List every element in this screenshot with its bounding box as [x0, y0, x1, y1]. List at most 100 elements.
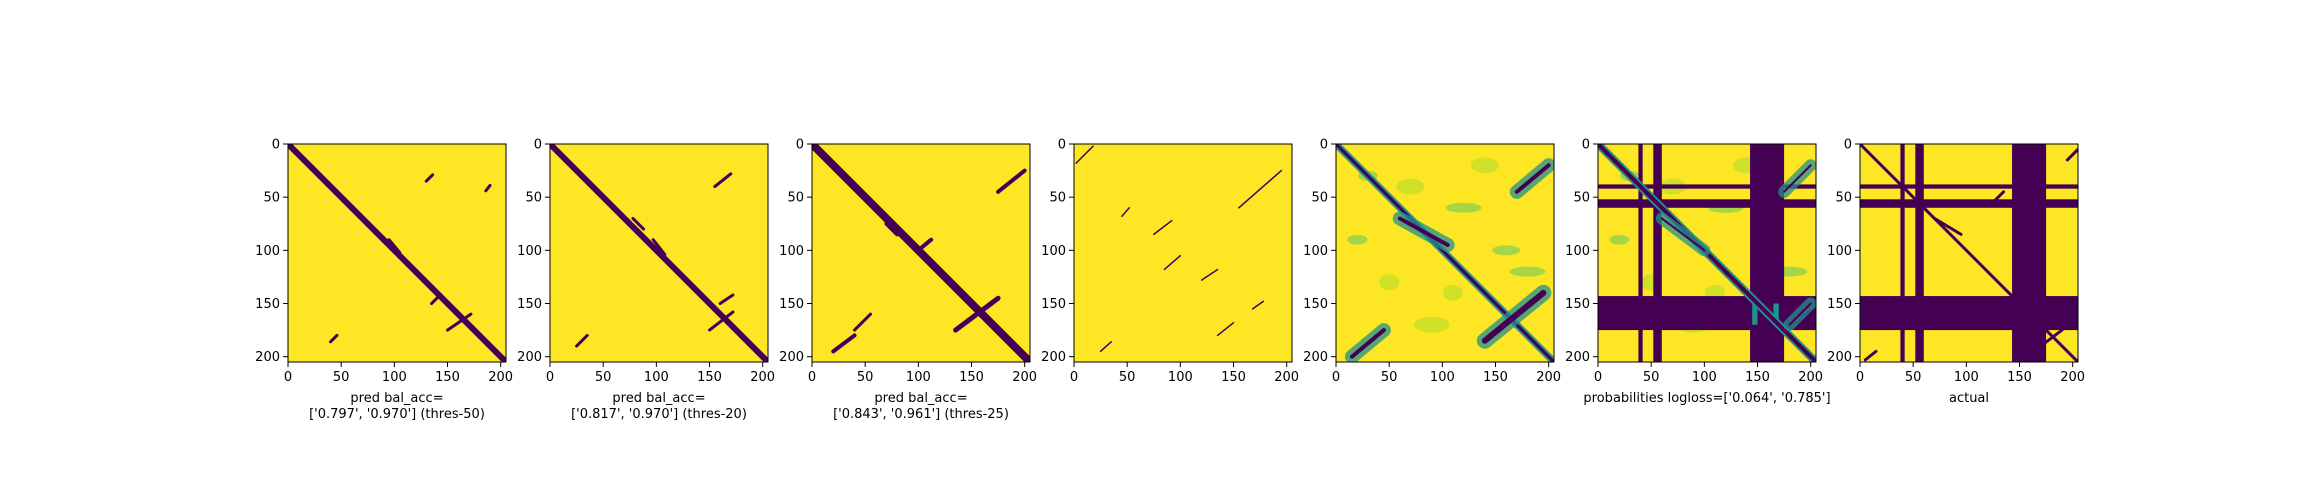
y-tick-label: 100: [1565, 244, 1590, 259]
y-tick-label: 100: [779, 244, 804, 259]
contact-streak: [831, 333, 857, 354]
mask-row: [1860, 184, 2078, 189]
axes-frame: [811, 143, 1031, 363]
y-tick-label: 100: [1303, 244, 1328, 259]
x-tick-label: 150: [1483, 370, 1508, 385]
contact-streak: [1099, 341, 1112, 353]
x-tick-label: 100: [644, 370, 669, 385]
x-tick-label: 0: [808, 370, 816, 385]
y-tick-label: 150: [1827, 297, 1852, 312]
x-tick-label: 50: [595, 370, 612, 385]
x-tick-label: 150: [1745, 370, 1770, 385]
x-axis-label: actual: [1949, 391, 1989, 406]
heatmap-texture: [1413, 316, 1450, 333]
diagonal-band: [288, 144, 506, 362]
y-tick-label: 200: [1041, 350, 1066, 365]
contact-streak: [2039, 328, 2064, 348]
contact-streak: [1238, 169, 1283, 209]
y-tick-label: 0: [1058, 138, 1066, 153]
mask-row: [1598, 199, 1816, 208]
mask-row: [1860, 296, 2078, 331]
contact-streak: [884, 221, 900, 237]
x-tick-label: 150: [1221, 370, 1246, 385]
contact-streak: [1514, 163, 1551, 194]
heatmap-texture: [1442, 284, 1463, 301]
contact-streak: [1788, 302, 1812, 326]
x-tick-label: 100: [1168, 370, 1193, 385]
contact-streak: [387, 238, 402, 254]
x-tick-label: 150: [435, 370, 460, 385]
x-tick-label: 200: [488, 370, 513, 385]
x-tick-label: 50: [1381, 370, 1398, 385]
contact-streak: [1991, 190, 2006, 204]
x-axis-label: pred bal_acc=: [874, 391, 967, 406]
diagonal-band: [1860, 144, 2078, 362]
x-tick-label: 150: [697, 370, 722, 385]
x-tick-label: 200: [2060, 370, 2085, 385]
heatmap-texture: [1445, 202, 1482, 213]
y-tick-label: 50: [263, 191, 280, 206]
x-tick-label: 200: [1274, 370, 1299, 385]
x-tick-label: 200: [1536, 370, 1561, 385]
heatmap-image: [550, 144, 768, 362]
heatmap-image: [1074, 144, 1292, 362]
heatmap-texture: [1379, 274, 1400, 291]
x-tick-label: 50: [1905, 370, 1922, 385]
contact-streak: [1863, 349, 1878, 362]
contact-streak: [424, 173, 435, 183]
heatmap-texture: [1396, 178, 1425, 195]
x-tick-label: 100: [1430, 370, 1455, 385]
x-tick-label: 50: [1643, 370, 1660, 385]
y-tick-label: 200: [1827, 350, 1852, 365]
x-tick-label: 200: [1798, 370, 1823, 385]
contact-streak: [1481, 289, 1547, 344]
axes-frame: [549, 143, 769, 363]
contact-streak: [1163, 254, 1182, 271]
axes-frame: [1073, 143, 1293, 363]
heatmap-texture: [1347, 234, 1368, 245]
y-tick-label: 200: [1303, 350, 1328, 365]
x-tick-label: 100: [1954, 370, 1979, 385]
x-axis-label: ['0.797', '0.970'] (thres-50): [309, 407, 485, 422]
axes-frame: [1335, 143, 1555, 363]
contact-streak: [718, 293, 735, 306]
y-tick-label: 0: [272, 138, 280, 153]
y-tick-label: 50: [1573, 191, 1590, 206]
axes-frame: [1859, 143, 2079, 363]
y-tick-label: 100: [255, 244, 280, 259]
contact-streak: [1251, 300, 1265, 310]
contact-streak: [575, 333, 589, 348]
y-tick-label: 150: [255, 297, 280, 312]
y-tick-label: 200: [1565, 350, 1590, 365]
x-axis-label: ['0.817', '0.970'] (thres-20): [571, 407, 747, 422]
contact-streak: [651, 238, 667, 257]
y-tick-label: 0: [534, 138, 542, 153]
mask-row: [1860, 199, 2078, 208]
contact-streak: [1349, 328, 1386, 359]
x-axis-label: pred bal_acc=: [612, 391, 705, 406]
contact-streak: [1200, 268, 1219, 281]
y-tick-label: 100: [1827, 244, 1852, 259]
heatmap-texture: [1609, 234, 1630, 245]
y-tick-label: 100: [517, 244, 542, 259]
y-tick-label: 0: [1844, 138, 1852, 153]
y-tick-label: 200: [255, 350, 280, 365]
contact-streak: [446, 312, 473, 332]
y-tick-label: 50: [1049, 191, 1066, 206]
x-tick-label: 0: [1594, 370, 1602, 385]
contact-streak: [484, 183, 492, 193]
x-tick-label: 100: [382, 370, 407, 385]
mask-column: [1900, 144, 1905, 362]
mask-column: [1638, 144, 1643, 362]
mask-gap: [1752, 303, 1758, 325]
x-tick-label: 200: [750, 370, 775, 385]
panel-4: 0 50 100 150 200 0 50 100 150 200: [1041, 138, 1299, 386]
y-tick-label: 150: [1565, 297, 1590, 312]
heatmap-image: [1598, 144, 1816, 362]
contact-streak: [631, 216, 646, 231]
contact-streak: [1932, 216, 1963, 236]
heatmap-image: [288, 144, 506, 362]
contact-streak: [1075, 145, 1094, 164]
y-tick-label: 150: [517, 297, 542, 312]
x-tick-label: 0: [1856, 370, 1864, 385]
